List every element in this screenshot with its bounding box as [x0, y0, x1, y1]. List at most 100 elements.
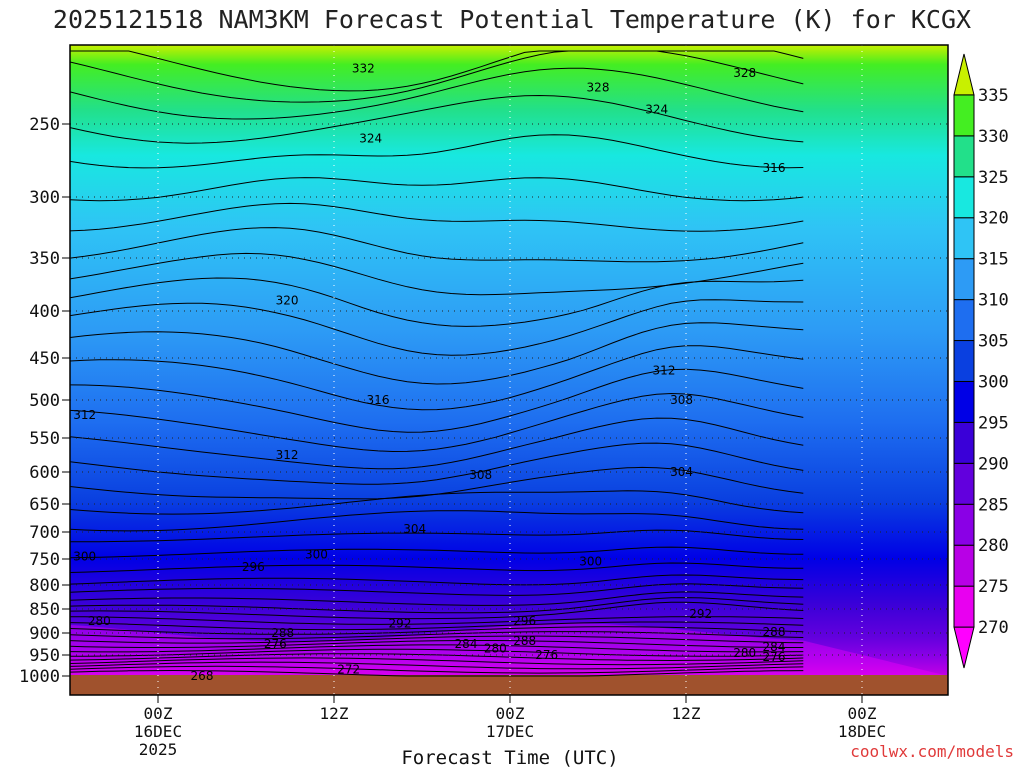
contour-label: 304 — [403, 522, 426, 536]
contour-label: 288 — [763, 625, 786, 639]
colorbar-segment — [953, 503, 975, 546]
colorbar-tick-label: 285 — [978, 495, 1009, 515]
colorbar-tick-label: 310 — [978, 291, 1009, 311]
contour-label: 300 — [305, 548, 328, 562]
colorbar-bottom-tip — [953, 626, 975, 669]
contour-label: 332 — [352, 62, 375, 76]
y-tick-label: 700 — [29, 523, 60, 543]
colorbar-segment — [953, 258, 975, 301]
contour-label: 312 — [73, 408, 96, 422]
y-tick-label: 950 — [29, 646, 60, 666]
contour-label: 296 — [242, 560, 265, 574]
y-tick-label: 550 — [29, 429, 60, 449]
contour-label: 276 — [264, 637, 287, 651]
contour-label: 276 — [763, 650, 786, 664]
colorbar-segment — [953, 421, 975, 464]
isentrope-line — [70, 583, 804, 596]
isentrope-line — [70, 574, 804, 586]
isentrope-line — [70, 562, 804, 573]
y-tick-label: 900 — [29, 624, 60, 644]
contour-label: 272 — [337, 663, 360, 677]
isentrope-line — [70, 626, 804, 635]
colorbar-segment — [953, 94, 975, 137]
y-tick-label: 300 — [29, 188, 60, 208]
colorbar-tick-label: 275 — [978, 577, 1009, 597]
x-tick-date-label: 17DEC — [486, 722, 534, 741]
x-tick-label: 00Z — [848, 704, 877, 723]
isentrope-line — [70, 94, 804, 144]
isentrope-line — [70, 490, 804, 515]
colorbar-segment — [953, 462, 975, 505]
isentrope-line — [70, 621, 804, 631]
ground-fill — [70, 675, 948, 695]
x-tick-date-label: 16DEC — [134, 722, 182, 741]
contour-label: 280 — [88, 614, 111, 628]
isentrope-line — [70, 202, 804, 232]
contour-label: 288 — [271, 626, 294, 640]
y-tick-label: 750 — [29, 550, 60, 570]
isentrope-line — [70, 644, 804, 653]
isentrope-line — [70, 635, 804, 644]
y-tick-label: 650 — [29, 495, 60, 515]
isentrope-line — [70, 591, 804, 606]
isentrope-line — [70, 50, 804, 103]
isentrope-line — [70, 417, 804, 470]
contour-label: 280 — [733, 646, 756, 660]
contour-label: 308 — [670, 393, 693, 407]
contour-label: 268 — [191, 669, 214, 683]
y-tick-label: 600 — [29, 463, 60, 483]
contour-label: 280 — [484, 641, 507, 655]
isentrope-line — [70, 631, 804, 640]
colorbar-tick-label: 315 — [978, 250, 1009, 270]
y-tick-label: 1000 — [19, 667, 60, 687]
x-tick-date-label: 18DEC — [838, 722, 886, 741]
contour-label: 300 — [579, 555, 602, 569]
isentrope-line — [70, 134, 804, 169]
colorbar-segment — [953, 585, 975, 628]
contour-label: 316 — [367, 393, 390, 407]
contour-labels: 332 328 328 324 324 320 316 316 312 312 312 308 308 3… — [73, 62, 785, 683]
y-tick-label: 400 — [29, 302, 60, 322]
isentrope-line — [70, 597, 804, 614]
isentrope-line — [70, 252, 804, 296]
colorbar-tick-label: 290 — [978, 454, 1009, 474]
contour-label: 296 — [513, 614, 536, 628]
isentrope-line — [70, 177, 804, 202]
contour-label: 324 — [645, 102, 668, 116]
plot-area: 332 328 328 324 324 320 316 316 312 312 312 308 308 3… — [70, 45, 948, 695]
contour-label: 320 — [276, 293, 299, 307]
isentrope-line — [70, 277, 804, 327]
x-tick-label: 12Z — [320, 704, 349, 723]
y-tick-label: 350 — [29, 249, 60, 269]
colorbar-tick-label: 305 — [978, 332, 1009, 352]
isentrope-line — [70, 67, 804, 120]
colorbar-segment — [953, 544, 975, 587]
contour-label: 292 — [689, 607, 712, 621]
colorbar-tick-label: 280 — [978, 536, 1009, 556]
isentrope-line — [70, 665, 804, 674]
credit-text: coolwx.com/models — [850, 742, 1014, 761]
colorbar-tick-label: 320 — [978, 209, 1009, 229]
isentrope-line — [70, 442, 804, 485]
y-tick-label: 850 — [29, 600, 60, 620]
isentrope-line — [70, 392, 804, 453]
colorbar-segment — [953, 217, 975, 260]
isentrope-line — [70, 50, 804, 92]
contour-label: 284 — [455, 637, 478, 651]
contour-label: 324 — [359, 132, 382, 146]
x-tick-year-label: 2025 — [139, 740, 178, 759]
isentrope-line — [70, 510, 804, 532]
contour-label: 284 — [763, 640, 786, 654]
colorbar-tick-label: 330 — [978, 127, 1009, 147]
isentrope-line — [70, 546, 804, 559]
y-tick-label: 250 — [29, 115, 60, 135]
contour-label: 300 — [73, 549, 96, 563]
colorbar-tick-label: 270 — [978, 618, 1009, 638]
colorbar-tick-label: 335 — [978, 86, 1009, 106]
plot-frame — [69, 44, 949, 696]
isentrope-line — [70, 299, 804, 356]
x-tick-label: 00Z — [496, 704, 525, 723]
colorbar: 270 275 280 285 290 295 300 305 310 315 320 325 330 3… — [953, 53, 1009, 669]
contour-label: 308 — [469, 468, 492, 482]
